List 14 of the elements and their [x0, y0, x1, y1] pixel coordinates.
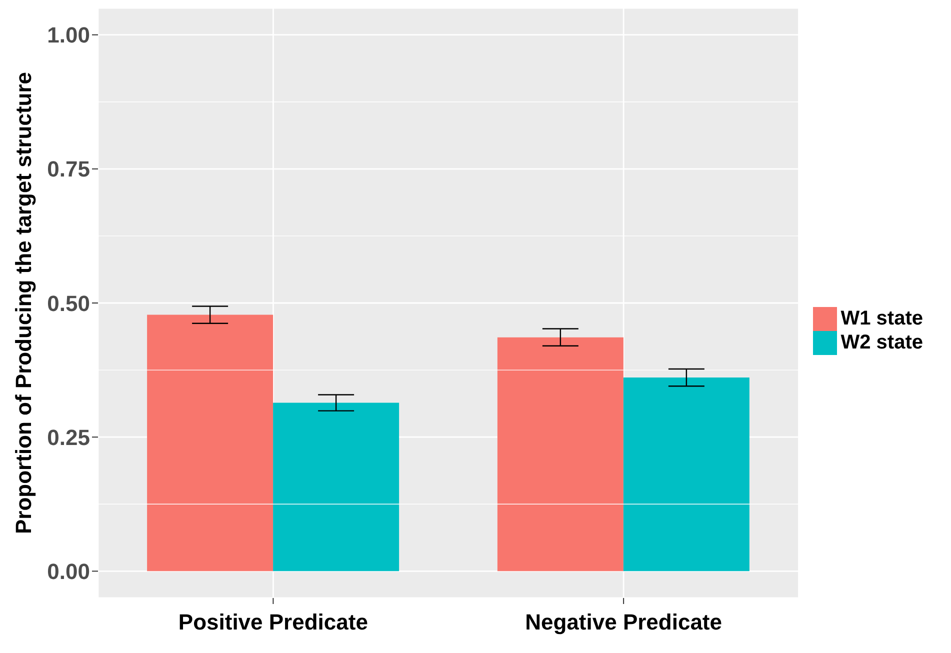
legend-label: W1 state [840, 306, 923, 329]
y-tick-label: 0.25 [47, 424, 90, 450]
y-axis-title: Proportion of Producing the target structure [10, 72, 36, 534]
y-tick-label: 1.00 [47, 22, 90, 48]
y-tick-label: 0.75 [47, 156, 90, 182]
x-tick-label: Positive Predicate [178, 610, 368, 635]
x-tick-label: Negative Predicate [525, 610, 722, 635]
y-tick-label: 0.00 [47, 558, 90, 584]
bar [623, 378, 750, 572]
bar [273, 402, 400, 572]
y-tick-label: 0.50 [47, 290, 90, 316]
bar [147, 314, 274, 572]
legend-label: W2 state [840, 330, 923, 353]
bar [497, 337, 624, 572]
